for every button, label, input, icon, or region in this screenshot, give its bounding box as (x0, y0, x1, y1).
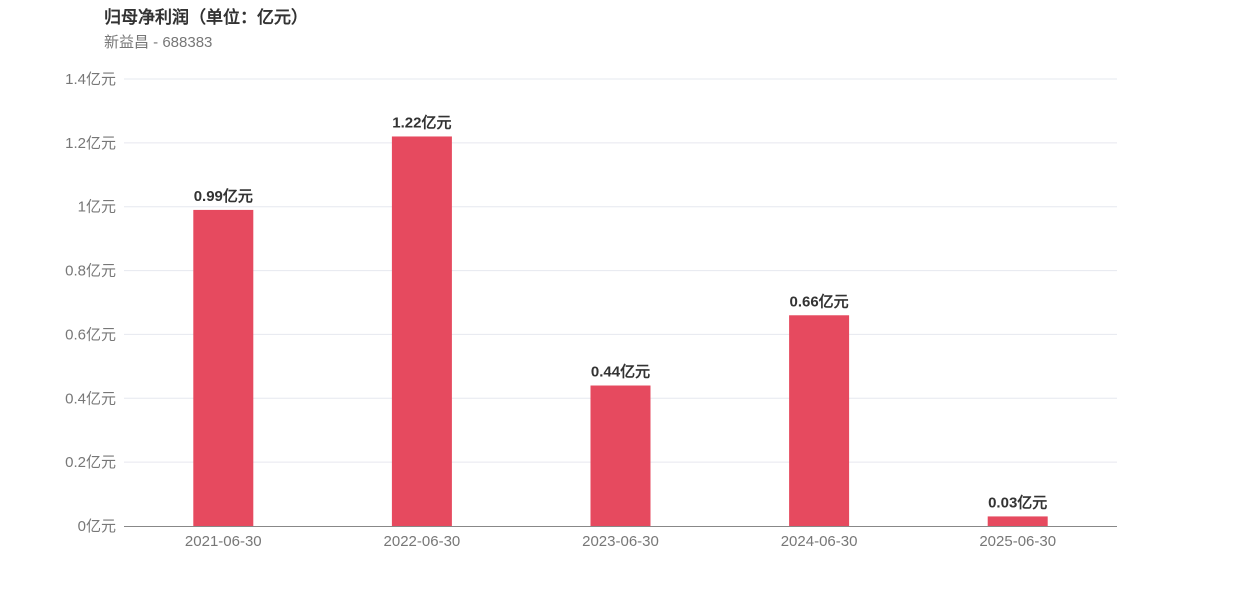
x-tick-label: 2025-06-30 (979, 533, 1056, 550)
y-tick-label: 1.4亿元 (65, 71, 116, 88)
data-label: 0.03亿元 (988, 493, 1047, 511)
data-label: 1.22亿元 (392, 113, 451, 131)
x-tick-label: 2021-06-30 (185, 533, 262, 550)
bar (590, 385, 651, 526)
bar (987, 516, 1048, 526)
bar (193, 209, 254, 526)
x-tick-label: 2023-06-30 (582, 533, 659, 550)
y-tick-label: 0.8亿元 (65, 263, 116, 280)
chart-subtitle: 新益昌 - 688383 (104, 34, 213, 51)
x-tick-label: 2024-06-30 (781, 533, 858, 550)
y-tick-label: 0.2亿元 (65, 454, 116, 471)
chart-title: 归母净利润（单位：亿元） (104, 8, 308, 27)
y-tick-label: 1.2亿元 (65, 135, 116, 152)
bar (391, 136, 452, 526)
data-label: 0.44亿元 (591, 363, 650, 381)
y-tick-label: 0.4亿元 (65, 390, 116, 407)
x-tick-label: 2022-06-30 (384, 533, 461, 550)
data-label: 0.66亿元 (789, 292, 848, 310)
data-label: 0.99亿元 (194, 187, 253, 205)
bar (789, 315, 850, 526)
y-tick-label: 0亿元 (78, 518, 116, 535)
y-tick-label: 0.6亿元 (65, 326, 116, 343)
y-tick-label: 1亿元 (78, 199, 116, 216)
